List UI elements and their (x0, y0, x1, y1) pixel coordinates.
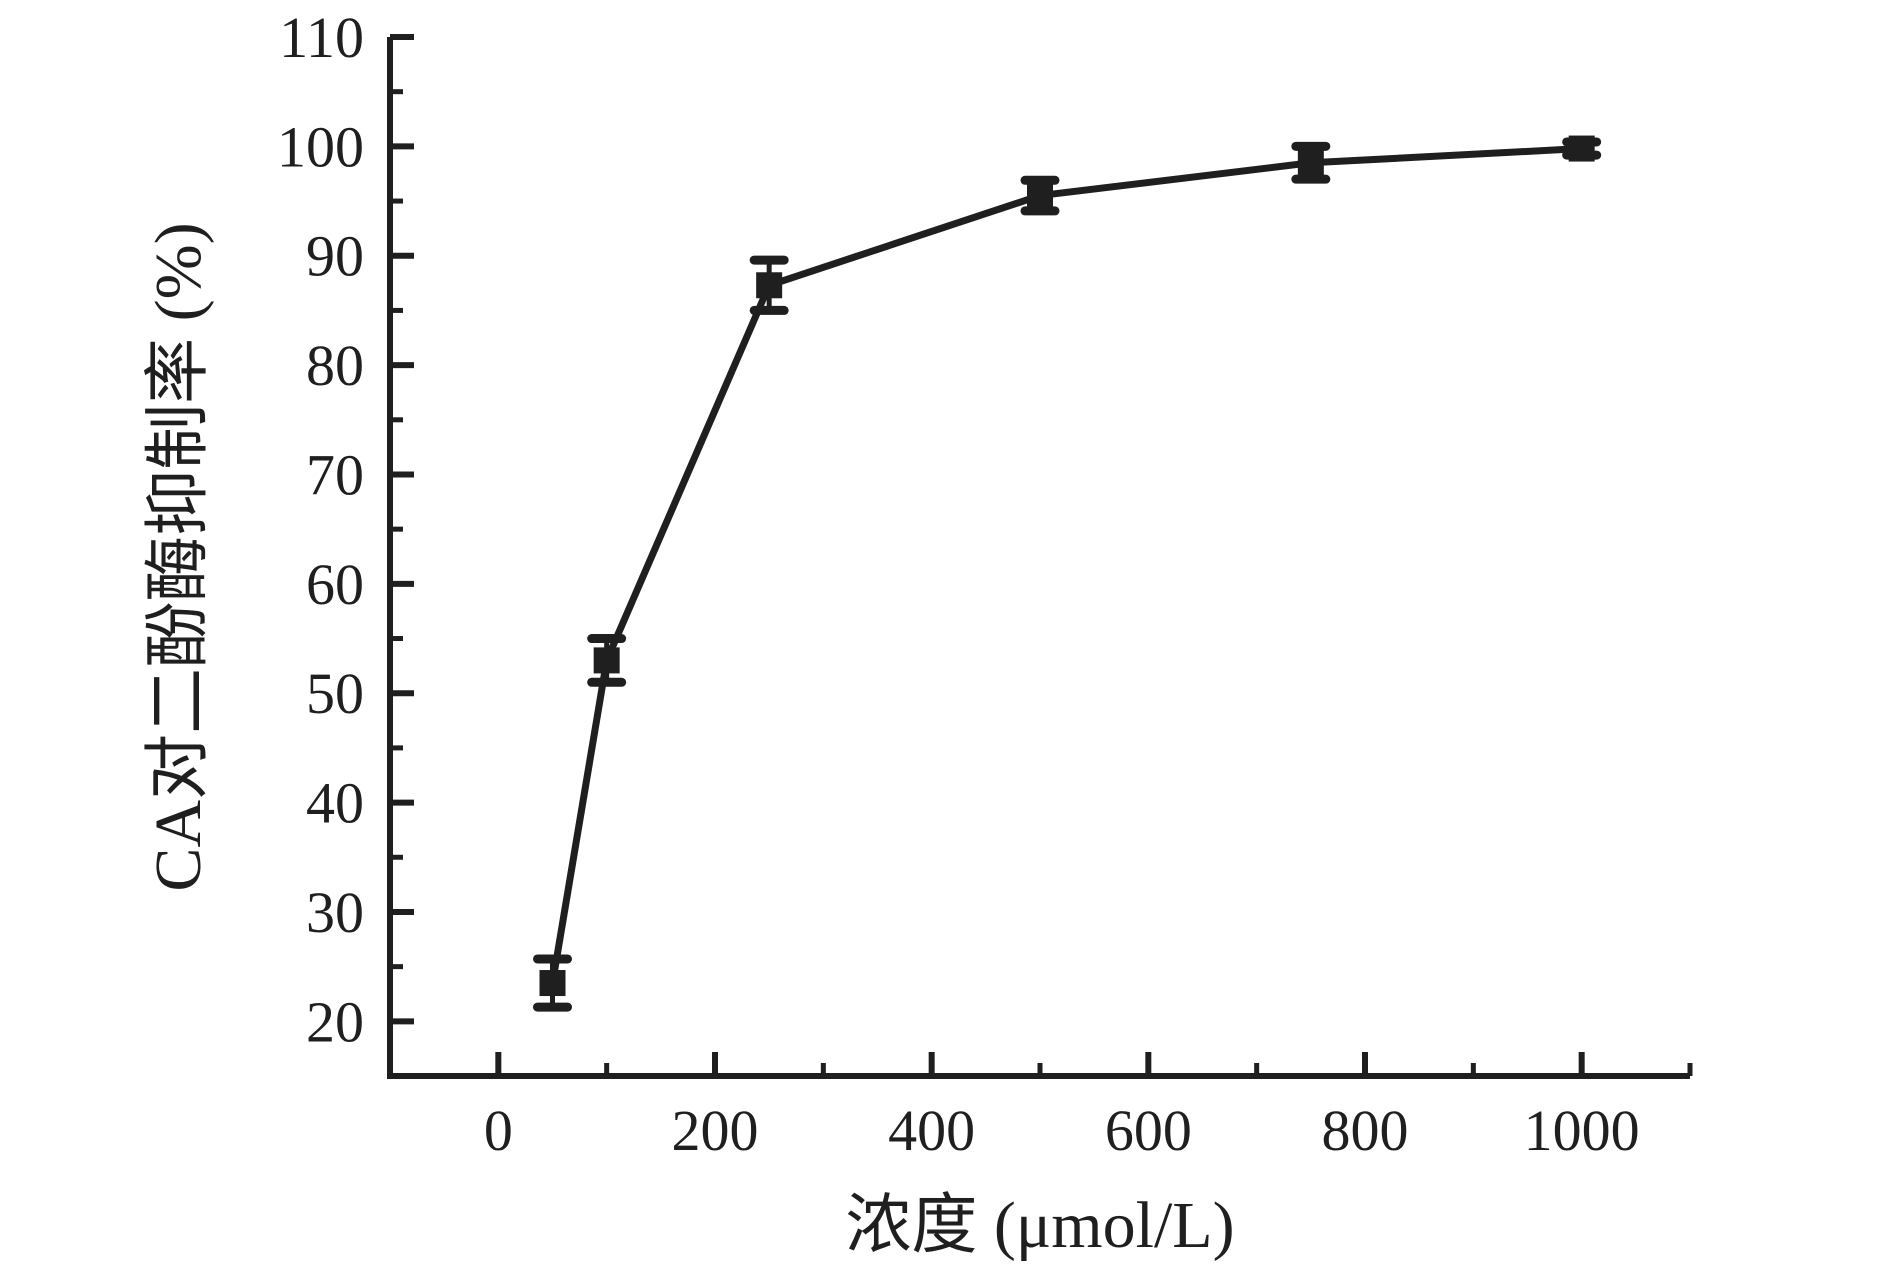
y-tick-label: 100 (277, 114, 364, 179)
x-tick-label: 600 (1105, 1098, 1192, 1163)
y-tick-label: 50 (306, 661, 364, 726)
ticks-layer (390, 34, 1693, 1076)
y-tick-label: 70 (306, 442, 364, 507)
y-tick-label: 40 (306, 771, 364, 836)
y-tick-label: 20 (306, 989, 364, 1054)
y-axis-title: CA对二酚酶抑制率 (%) (142, 222, 215, 891)
x-axis-title: 浓度 (μmol/L) (845, 1189, 1234, 1262)
y-tick-label: 110 (279, 5, 364, 70)
data-point-marker (593, 647, 620, 674)
data-point-marker (1297, 149, 1324, 176)
data-point-marker (1568, 135, 1595, 162)
data-point-marker (756, 272, 783, 299)
data-line (549, 145, 1582, 984)
x-tick-label: 1000 (1524, 1098, 1640, 1163)
y-tick-label: 30 (306, 880, 364, 945)
x-tick-label: 200 (672, 1098, 759, 1163)
y-tick-label: 80 (306, 333, 364, 398)
x-tick-label: 400 (888, 1098, 975, 1163)
tick-labels-layer: 0 200 400 600 800 1000 20 30 40 50 60 70 80 90 100 110 (277, 5, 1640, 1163)
x-tick-label: 0 (484, 1098, 513, 1163)
y-tick-label: 90 (306, 224, 364, 289)
y-tick-label: 60 (306, 552, 364, 617)
data-point-marker (1027, 182, 1053, 209)
data-point-marker (539, 970, 566, 997)
x-tick-label: 800 (1322, 1098, 1409, 1163)
data-series-layer (533, 135, 1602, 1012)
